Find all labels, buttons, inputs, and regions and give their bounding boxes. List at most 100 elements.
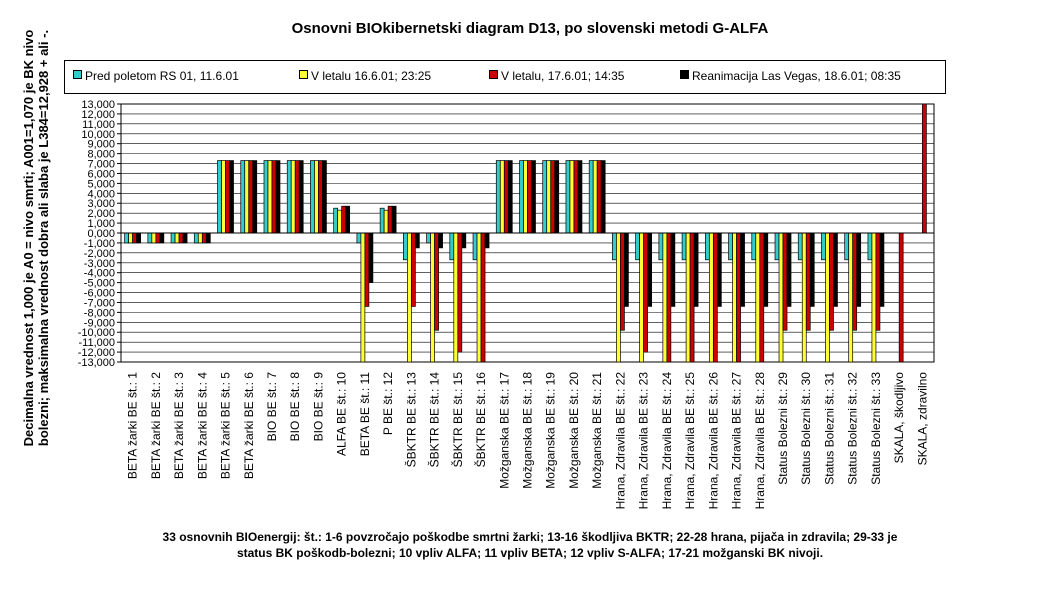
x-tick-label: Hrana, Zdravila BE št.: 26 — [706, 372, 720, 510]
y-tick-label: 9,000 — [87, 139, 115, 151]
bar — [732, 232, 737, 363]
bar — [751, 232, 757, 261]
bar — [128, 232, 133, 244]
bar — [503, 160, 509, 234]
legend-label-series-1: Pred poletom RS 01, 11.6.01 — [85, 69, 239, 83]
bar — [271, 160, 277, 234]
bar — [472, 232, 478, 261]
bar — [151, 232, 157, 244]
bar — [573, 160, 579, 234]
y-tick-label: 0,000 — [87, 228, 115, 240]
y-tick-label: -3,000 — [84, 258, 115, 270]
x-tick-label: BETA žarki BE št.: 1 — [126, 372, 140, 479]
bar — [391, 205, 397, 234]
x-tick-label: BETA žarki BE št.: 4 — [195, 372, 209, 479]
bar — [624, 232, 629, 307]
x-tick-label: P BE št.: 12 — [381, 372, 395, 435]
y-tick-label: 10,000 — [81, 129, 115, 141]
bar — [519, 160, 524, 234]
bar — [368, 232, 374, 283]
x-tick-label: SKALA, zdravilno — [915, 372, 929, 466]
bar — [879, 232, 885, 307]
bar — [341, 205, 347, 234]
bar — [550, 160, 556, 234]
bar — [310, 160, 315, 234]
bar — [345, 205, 351, 234]
y-tick-label: 5,000 — [87, 178, 115, 190]
y-tick-label: 8,000 — [87, 149, 115, 161]
bar — [689, 232, 695, 363]
y-tick-label: 7,000 — [87, 159, 115, 171]
bar — [174, 232, 180, 244]
footnote-line-2: status BK poškodb-bolezni; 10 vpliv ALFA… — [236, 546, 824, 560]
x-tick-label: ŠBKTR BE št.: 15 — [450, 372, 465, 468]
bar — [782, 232, 788, 331]
bar — [426, 232, 431, 244]
bar — [415, 232, 420, 249]
bar — [643, 232, 648, 353]
x-tick-label: BETA žarki BE št.: 5 — [219, 372, 233, 479]
bar — [833, 232, 838, 307]
bar — [387, 205, 393, 234]
bar — [360, 232, 366, 363]
y-tick-label: -5,000 — [84, 278, 115, 290]
bar — [248, 160, 254, 234]
legend-label-series-4: Reanimacija Las Vegas, 18.6.01; 08:35 — [692, 69, 901, 83]
bar — [922, 103, 927, 234]
x-tick-label: BETA žarki BE št.: 6 — [242, 372, 256, 479]
bar — [322, 160, 327, 234]
y-tick-label: 6,000 — [87, 168, 115, 180]
y-tick-label: -12,000 — [78, 347, 115, 359]
bar — [314, 160, 319, 234]
y-tick-label: -11,000 — [79, 337, 116, 349]
x-tick-label: Hrana, Zdravila BE št.: 28 — [753, 372, 767, 510]
bar — [546, 160, 552, 234]
footnote-line-1: 33 osnovnih BIOenergij: št.: 1-6 povzroč… — [162, 530, 898, 544]
bar — [805, 232, 811, 331]
bar — [763, 232, 769, 307]
x-tick-label: Status Bolezni št.: 33 — [869, 372, 883, 485]
bar — [852, 232, 858, 331]
bar — [554, 160, 560, 234]
bar — [875, 232, 881, 331]
y-tick-label: -13,000 — [78, 357, 115, 369]
bar — [403, 232, 408, 261]
bar — [136, 232, 141, 244]
bar — [728, 232, 733, 261]
bar — [182, 232, 188, 244]
bar — [844, 232, 850, 261]
y-tick-label: -10,000 — [78, 327, 115, 339]
x-tick-label: Možganska BE št.: 19 — [544, 372, 558, 489]
bar — [155, 232, 161, 244]
bar — [620, 232, 625, 331]
x-tick-label: ŠBKTR BE št.: 16 — [473, 372, 488, 468]
bar — [124, 232, 129, 244]
bar — [364, 232, 370, 307]
y-tick-label: -8,000 — [84, 307, 115, 319]
bar — [647, 232, 652, 307]
bar — [507, 160, 513, 234]
legend-item-series-1: Pred poletom RS 01, 11.6.01 — [73, 69, 239, 83]
bar — [681, 232, 687, 261]
x-tick-label: BETA žarki BE št.: 2 — [149, 372, 163, 479]
bar — [778, 232, 784, 363]
legend: Pred poletom RS 01, 11.6.01 V letalu 16.… — [64, 60, 946, 94]
x-tick-label: Hrana, Zdravila BE št.: 27 — [730, 372, 744, 510]
y-tick-label: 12,000 — [81, 109, 115, 121]
bar — [229, 160, 234, 234]
y-tick-label: 13,000 — [81, 99, 115, 111]
bar — [639, 232, 644, 363]
bar — [531, 160, 536, 234]
bar — [809, 232, 815, 307]
x-tick-label: Status Bolezni št.: 30 — [799, 372, 813, 485]
bar — [197, 232, 203, 244]
bar — [825, 232, 830, 363]
legend-swatch-series-4 — [680, 70, 689, 79]
bar — [383, 209, 389, 234]
bar — [407, 232, 412, 363]
bar — [244, 160, 250, 234]
bar — [379, 207, 385, 234]
bar — [356, 232, 362, 244]
x-tick-label: Možganska BE št.: 17 — [497, 372, 511, 489]
bar — [867, 232, 873, 261]
